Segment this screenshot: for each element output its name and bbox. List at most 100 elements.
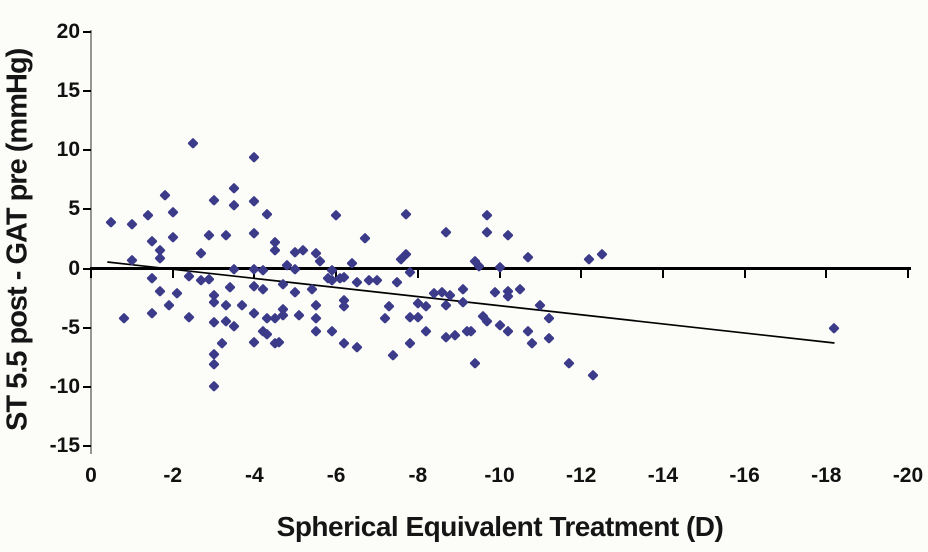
data-point <box>249 308 260 319</box>
data-point <box>490 286 501 298</box>
data-point <box>449 329 460 341</box>
data-point <box>224 282 236 293</box>
x-tick-label: -14 <box>647 464 679 487</box>
data-point <box>514 283 526 294</box>
x-tick <box>661 269 664 278</box>
y-tick <box>83 385 91 388</box>
data-point <box>118 312 130 324</box>
y-tick <box>83 267 91 270</box>
data-point <box>142 209 154 221</box>
data-point <box>204 230 215 241</box>
data-point <box>228 321 240 332</box>
data-point <box>167 231 179 242</box>
data-point <box>383 300 395 312</box>
y-tick <box>83 149 91 152</box>
y-tick <box>83 90 91 93</box>
x-tick <box>825 269 828 278</box>
data-point <box>543 312 554 324</box>
data-point <box>249 151 260 163</box>
data-point <box>249 336 260 348</box>
x-tick-label: 0 <box>85 464 97 487</box>
data-point <box>469 357 481 369</box>
x-tick <box>743 269 746 278</box>
data-point <box>167 206 179 218</box>
x-tick <box>171 269 174 278</box>
y-tick <box>83 30 91 33</box>
y-tick-label: -15 <box>49 433 80 457</box>
x-tick-label: -2 <box>163 464 183 487</box>
x-tick-label: -10 <box>484 464 515 487</box>
data-point <box>310 299 322 311</box>
data-point <box>126 218 138 229</box>
data-point <box>379 312 391 324</box>
y-tick-label: 15 <box>56 79 80 103</box>
data-point <box>481 209 493 221</box>
data-point <box>277 278 289 290</box>
y-tick-label: 20 <box>56 19 80 43</box>
data-point <box>441 299 452 311</box>
x-axis-title: Spherical Equivalent Treatment (D) <box>276 511 724 542</box>
data-point <box>387 349 399 361</box>
data-point <box>106 216 117 228</box>
data-point <box>412 311 424 323</box>
data-point <box>371 274 383 286</box>
data-point <box>289 286 301 298</box>
data-point <box>400 208 411 220</box>
data-point <box>261 208 273 220</box>
y-tick-label: -10 <box>49 374 80 398</box>
data-point <box>829 322 840 334</box>
data-point <box>293 309 305 320</box>
data-point <box>583 253 595 265</box>
x-tick-label: -20 <box>892 464 924 487</box>
data-point <box>502 325 514 337</box>
data-point <box>228 182 240 194</box>
data-point <box>249 195 260 207</box>
data-point <box>228 199 240 210</box>
data-point <box>159 189 170 201</box>
data-point <box>183 270 195 281</box>
data-point <box>338 337 350 349</box>
data-point <box>588 369 599 381</box>
x-tick-label: -4 <box>245 464 264 487</box>
y-tick-label: 5 <box>68 197 80 221</box>
x-tick <box>580 269 583 278</box>
data-point <box>481 226 493 238</box>
data-point <box>146 272 158 284</box>
data-point <box>494 261 505 273</box>
data-point <box>351 341 362 352</box>
data-point <box>126 254 138 266</box>
data-point <box>146 235 158 247</box>
data-point <box>351 276 362 287</box>
data-point <box>257 264 268 276</box>
data-point <box>404 337 415 349</box>
data-point <box>543 332 554 344</box>
x-tick-label: -16 <box>729 464 760 487</box>
data-point <box>420 325 432 337</box>
y-tick <box>83 444 91 447</box>
data-point <box>183 311 195 323</box>
data-point <box>338 300 350 312</box>
data-point <box>163 299 174 311</box>
data-point <box>236 299 248 311</box>
data-point <box>306 283 317 294</box>
x-tick <box>416 269 419 278</box>
y-tick <box>83 326 91 329</box>
data-point <box>220 299 232 311</box>
data-point <box>534 299 546 311</box>
data-point <box>457 296 469 307</box>
x-tick-label: -18 <box>811 464 842 487</box>
data-point <box>326 325 338 337</box>
y-axis-line <box>90 30 92 454</box>
data-point <box>187 137 199 149</box>
data-point <box>208 358 219 370</box>
x-tick-label: -12 <box>566 464 597 487</box>
data-point <box>457 283 469 294</box>
data-point <box>220 230 232 241</box>
data-point <box>502 230 514 241</box>
data-point <box>522 325 534 337</box>
data-point <box>208 348 219 360</box>
data-point <box>216 337 228 349</box>
data-point <box>526 337 538 349</box>
x-tick <box>907 269 909 278</box>
